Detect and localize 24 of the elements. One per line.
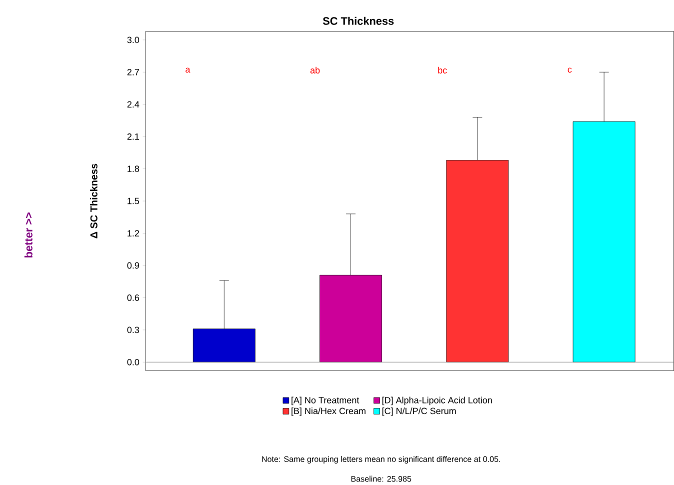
annotation: bc <box>438 66 447 74</box>
y-tick-label: 0.9 <box>127 262 140 269</box>
y-tick-label: 0.3 <box>127 326 140 334</box>
y-tick-label: 1.5 <box>128 198 140 204</box>
legend-label: [A] No Treatment <box>292 396 360 406</box>
chart-title: SC Thickness <box>322 16 394 25</box>
y-tick-label: 3.0 <box>127 36 140 44</box>
text: Baseline: 25.985 <box>351 476 412 482</box>
legend-label: [B] Nia/Hex Cream <box>292 408 366 416</box>
legend-label: [C] N/L/P/C Serum <box>382 408 456 416</box>
text: Note: Same grouping letters mean no significant difference at 0.05. <box>262 456 500 464</box>
y-tick-label: 1.8 <box>128 166 140 172</box>
annotation: c <box>568 68 572 73</box>
y-tick-label: 0.0 <box>127 359 140 366</box>
y-axis-title: Δ SC Thickness <box>90 164 98 238</box>
text: better >> <box>24 212 32 258</box>
y-tick-label: 2.4 <box>127 101 140 108</box>
annotation: a <box>186 68 190 73</box>
y-tick-label: 2.7 <box>127 69 140 76</box>
y-tick-label: 2.1 <box>127 133 140 140</box>
y-tick-label: 1.2 <box>128 230 140 236</box>
annotation: ab <box>310 66 320 74</box>
legend-label: [D] Alpha-Lipoic Acid Lotion <box>382 396 492 406</box>
y-tick-label: 0.6 <box>127 294 140 301</box>
